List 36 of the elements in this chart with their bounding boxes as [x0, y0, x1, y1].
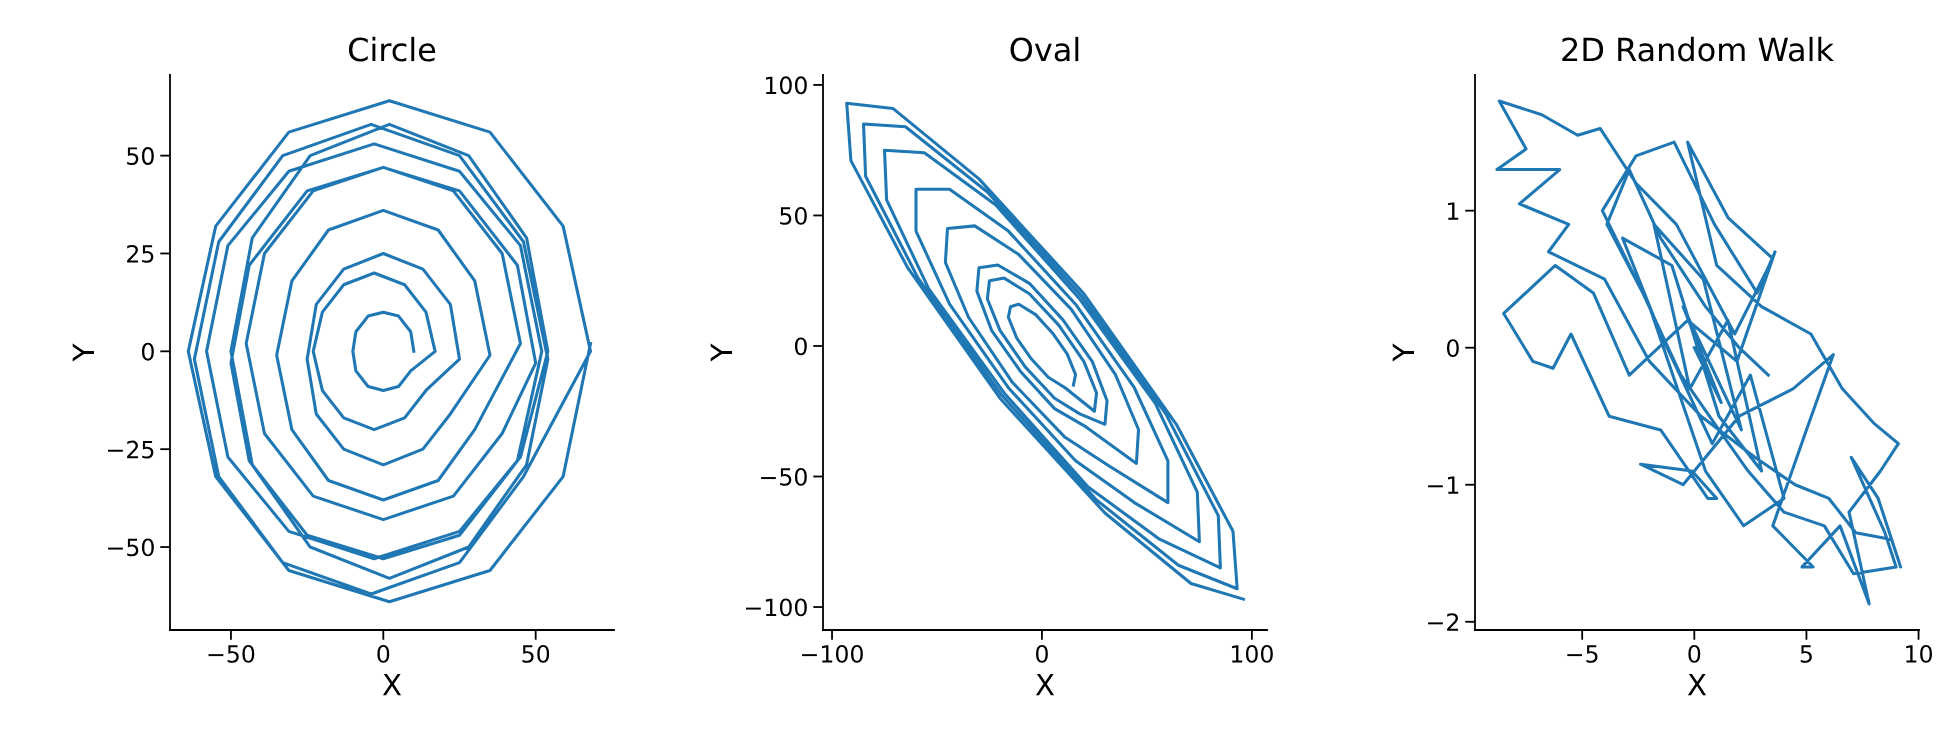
- x-tick-label: 0: [1688, 645, 1701, 663]
- x-axis-title: X: [1687, 673, 1707, 696]
- y-tick-label: −25: [108, 440, 154, 459]
- chart-title: Oval: [1010, 36, 1079, 62]
- x-axis-title: X: [382, 673, 402, 696]
- y-axis-title: Y: [1392, 343, 1414, 362]
- y-tick-label: 50: [780, 206, 807, 225]
- y-axis-title: Y: [710, 343, 732, 362]
- y-tick-label: 1: [1447, 202, 1459, 220]
- x-tick-label: 50: [522, 645, 550, 663]
- line-series: [1495, 99, 1903, 606]
- x-tick-label: −50: [208, 645, 255, 663]
- x-tick-label: 5: [1800, 645, 1812, 663]
- y-tick-label: −50: [108, 538, 154, 557]
- x-tick-label: 0: [1036, 645, 1048, 663]
- y-tick-label: −50: [761, 467, 807, 486]
- chart-title: 2D Random Walk: [1562, 36, 1834, 62]
- y-tick-label: −1: [1428, 476, 1459, 494]
- y-tick-label: 0: [1446, 339, 1459, 358]
- y-tick-label: −2: [1428, 613, 1459, 631]
- x-tick-label: −100: [802, 645, 863, 663]
- line-series: [186, 99, 593, 604]
- x-tick-label: 100: [1231, 645, 1273, 663]
- y-tick-label: 0: [794, 337, 807, 356]
- y-tick-label: 50: [127, 147, 154, 165]
- y-tick-label: 0: [141, 342, 154, 361]
- x-tick-label: 10: [1906, 645, 1933, 663]
- x-tick-label: −5: [1567, 645, 1598, 663]
- x-tick-label: 0: [377, 645, 390, 663]
- y-tick-label: 100: [765, 76, 807, 95]
- y-tick-label: −100: [746, 598, 807, 617]
- x-axis-title: X: [1035, 673, 1055, 696]
- y-tick-label: 25: [127, 244, 154, 263]
- line-series: [845, 101, 1246, 601]
- chart-title: Circle: [348, 36, 436, 62]
- y-axis-title: Y: [72, 343, 94, 362]
